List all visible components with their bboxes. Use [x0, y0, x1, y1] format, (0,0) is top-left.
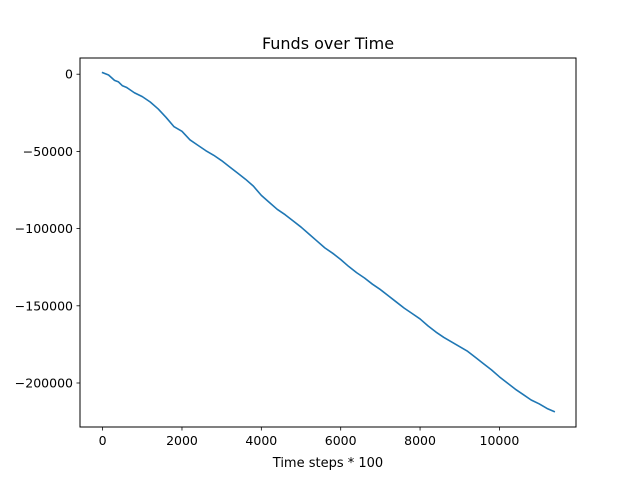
x-tick-label: 2000: [166, 433, 198, 448]
x-tick-label: 8000: [404, 433, 436, 448]
x-axis-label: Time steps * 100: [272, 456, 383, 471]
x-tick-label: 4000: [245, 433, 277, 448]
x-tick-label: 6000: [325, 433, 357, 448]
y-tick-label: −100000: [15, 221, 73, 236]
x-tick-label: 0: [99, 433, 107, 448]
y-tick-label: −200000: [15, 375, 73, 390]
x-tick-label: 10000: [480, 433, 520, 448]
chart-title: Funds over Time: [262, 34, 394, 53]
y-tick-label: −50000: [23, 144, 73, 159]
plot-area: [80, 58, 576, 427]
plot-frame: [79, 57, 577, 428]
y-tick-label: −150000: [15, 298, 73, 313]
series-lines: [101, 71, 556, 413]
ticks: 0 2000 4000 6000 8000 10000 0 −50000 −100000 −150…: [15, 67, 520, 448]
series-line: [101, 71, 556, 413]
y-tick-label: 0: [65, 67, 73, 82]
